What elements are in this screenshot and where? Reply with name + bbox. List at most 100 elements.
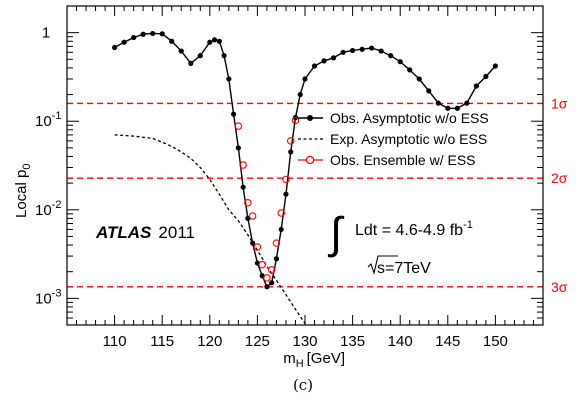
figure-caption: (c) — [293, 376, 313, 394]
data-point-obs-asymptotic — [416, 76, 422, 82]
data-point-obs-asymptotic — [311, 63, 318, 69]
luminosity-exponent: -1 — [463, 219, 473, 231]
data-point-obs-asymptotic — [150, 30, 156, 37]
sigma-label: 3σ — [551, 279, 568, 295]
x-axis-title: mH [GeV] — [283, 350, 345, 370]
x-tick-label: 145 — [435, 333, 460, 350]
data-point-obs-asymptotic — [297, 91, 303, 98]
data-point-obs-asymptotic — [197, 53, 203, 59]
data-point-obs-ensemble — [291, 116, 300, 125]
svg-text:Ldt = 4.6-4.9 fb-1: Ldt = 4.6-4.9 fb-1 — [355, 219, 473, 239]
data-point-obs-ensemble — [244, 199, 252, 207]
data-point-obs-asymptotic — [426, 88, 432, 94]
sigma-label: 1σ — [551, 95, 568, 111]
data-point-obs-ensemble — [263, 274, 271, 282]
series-layer — [112, 30, 498, 325]
data-point-obs-asymptotic — [207, 39, 213, 45]
data-point-obs-asymptotic — [159, 31, 165, 37]
data-point-obs-asymptotic — [231, 111, 237, 117]
experiment-name: ATLAS — [95, 223, 152, 242]
data-point-obs-asymptotic — [369, 45, 375, 51]
x-tick-label: 140 — [388, 333, 413, 350]
x-tick-label: 120 — [197, 333, 222, 350]
legend-label-exp-asymptotic: Exp. Asymptotic w/o ESS — [330, 131, 487, 147]
luminosity-annotation: ∫ Ldt = 4.6-4.9 fb-1 — [327, 209, 473, 258]
y-axis-title-sub: 0 — [21, 164, 33, 170]
data-point-obs-asymptotic — [121, 39, 127, 45]
energy-annotation: s=7TeV — [367, 255, 431, 277]
x-axis-title-sub: H — [296, 358, 304, 370]
data-point-obs-asymptotic — [283, 191, 289, 197]
data-point-obs-asymptotic — [288, 149, 294, 155]
x-axis-title-main: m — [283, 350, 296, 367]
data-point-obs-ensemble — [258, 260, 266, 269]
data-point-obs-ensemble — [272, 239, 281, 247]
series-line-exp-asymptotic — [114, 134, 308, 325]
data-point-obs-asymptotic — [188, 60, 194, 66]
data-point-obs-asymptotic — [112, 44, 118, 51]
energy-value: s=7TeV — [377, 260, 431, 277]
data-point-obs-asymptotic — [445, 105, 451, 111]
data-point-obs-ensemble — [248, 212, 257, 220]
data-point-obs-asymptotic — [264, 284, 270, 290]
data-point-obs-asymptotic — [216, 38, 222, 44]
data-point-obs-asymptotic — [269, 280, 275, 286]
data-point-obs-asymptotic — [278, 226, 284, 233]
data-point-obs-asymptotic — [407, 67, 413, 73]
data-point-obs-asymptotic — [359, 46, 365, 52]
data-point-obs-asymptotic — [140, 31, 146, 37]
data-point-obs-asymptotic — [483, 73, 489, 80]
data-point-obs-asymptotic — [273, 256, 280, 262]
x-tick-label: 115 — [150, 333, 174, 350]
data-point-obs-asymptotic — [169, 38, 175, 44]
data-point-obs-asymptotic — [492, 63, 498, 69]
data-point-obs-asymptotic — [435, 100, 441, 106]
legend-entry-obs-asymptotic: Obs. Asymptotic w/o ESS — [298, 110, 489, 126]
sigma-label: 2σ — [551, 170, 568, 186]
sigma-labels: 1σ 2σ 3σ — [551, 95, 568, 294]
x-tick-label: 135 — [340, 333, 365, 350]
data-point-obs-asymptotic — [464, 100, 470, 106]
data-point-obs-asymptotic — [340, 49, 346, 55]
x-tick-label: 110 — [103, 333, 127, 350]
y-axis-title: Local p0 — [13, 164, 33, 219]
experiment-year: 2011 — [158, 223, 195, 242]
legend-entry-exp-asymptotic: Exp. Asymptotic w/o ESS — [298, 131, 487, 147]
data-point-obs-asymptotic — [131, 34, 137, 41]
x-axis-title-unit: [GeV] — [307, 350, 345, 367]
y-tick-label: 1 — [42, 25, 50, 42]
data-point-obs-ensemble — [282, 175, 290, 184]
data-point-obs-asymptotic — [226, 76, 232, 82]
data-point-obs-asymptotic — [235, 145, 241, 151]
data-point-obs-asymptotic — [378, 48, 384, 54]
data-point-obs-asymptotic — [211, 37, 218, 43]
data-point-obs-asymptotic — [350, 47, 356, 54]
legend-label-obs-ensemble: Obs. Ensemble w/ ESS — [330, 152, 476, 168]
y-tick-label: 10-1 — [35, 110, 61, 130]
y-tick-label: 10-3 — [35, 287, 61, 307]
integral-sign: ∫ — [327, 209, 345, 258]
experiment-label: ATLAS 2011 — [95, 223, 195, 242]
legend-label-obs-asymptotic: Obs. Asymptotic w/o ESS — [330, 110, 489, 126]
data-point-obs-asymptotic — [473, 83, 479, 89]
luminosity-value: Ldt = 4.6-4.9 fb — [355, 222, 463, 239]
data-point-obs-asymptotic — [240, 184, 246, 190]
data-point-obs-ensemble — [277, 209, 285, 217]
x-tick-label: 130 — [292, 333, 317, 350]
x-tick-labels: 110 115 120 125 130 135 140 145 150 — [103, 333, 508, 350]
x-tick-label: 125 — [245, 333, 270, 350]
data-point-obs-asymptotic — [321, 58, 327, 64]
data-point-obs-ensemble — [253, 243, 262, 251]
legend-entry-obs-ensemble: Obs. Ensemble w/ ESS — [298, 152, 476, 168]
data-point-obs-asymptotic — [221, 53, 227, 59]
data-point-obs-asymptotic — [330, 55, 337, 61]
y-tick-labels: 1 10-1 10-2 10-3 — [35, 25, 61, 308]
data-point-obs-ensemble — [239, 161, 247, 169]
data-point-obs-asymptotic — [454, 105, 460, 111]
data-point-obs-asymptotic — [178, 48, 184, 54]
y-axis-title-main: Local p — [13, 170, 30, 218]
data-point-obs-ensemble — [286, 137, 295, 145]
data-point-obs-asymptotic — [302, 76, 308, 82]
data-point-obs-asymptotic — [397, 59, 403, 65]
